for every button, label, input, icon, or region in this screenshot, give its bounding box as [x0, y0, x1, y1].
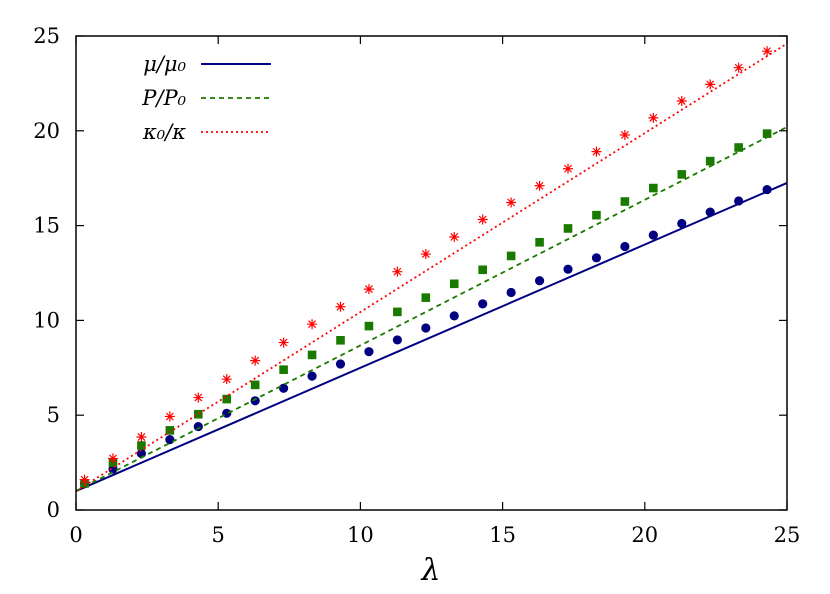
tick-layer: 0 5 10 15 20 25 0 5 10 15 20 25	[33, 24, 800, 547]
data-point	[591, 146, 602, 157]
legend-label: μ/μ₀	[143, 52, 186, 76]
data-point	[677, 218, 687, 229]
data-point	[734, 196, 744, 206]
data-point	[279, 365, 288, 374]
data-point	[250, 396, 260, 406]
y-tick-label: 5	[47, 403, 60, 427]
x-axis-label: λ	[420, 553, 440, 588]
series-line	[75, 182, 788, 492]
data-point	[733, 62, 744, 73]
data-point	[762, 129, 772, 138]
legend-label: κ₀/κ	[142, 120, 186, 144]
series-2	[75, 126, 788, 492]
data-point	[592, 210, 601, 220]
data-point	[222, 394, 232, 404]
y-tick-label: 20	[33, 119, 60, 143]
x-tick-label: 25	[774, 523, 801, 547]
x-tick-label: 0	[69, 523, 82, 547]
data-point	[619, 129, 630, 140]
plot-frame	[75, 35, 788, 511]
data-point	[221, 374, 232, 385]
data-point	[705, 207, 715, 217]
data-point	[506, 287, 516, 298]
data-point	[193, 392, 204, 403]
data-point	[534, 180, 545, 191]
data-point	[137, 441, 146, 450]
data-point	[449, 279, 459, 289]
data-point	[705, 79, 716, 90]
data-point	[478, 265, 487, 275]
data-point	[649, 183, 658, 193]
data-point	[705, 156, 715, 166]
data-point	[648, 230, 658, 240]
data-point	[307, 319, 318, 330]
data-point	[136, 432, 147, 443]
data-point	[336, 336, 345, 345]
data-point	[364, 321, 374, 331]
data-point	[278, 337, 289, 348]
legend: μ/μ₀ P/P₀ κ₀/κ	[141, 52, 271, 144]
data-point	[449, 311, 459, 321]
data-point	[478, 299, 488, 309]
data-point	[676, 96, 687, 107]
data-point	[477, 214, 488, 225]
data-point	[449, 231, 460, 242]
data-point	[250, 380, 260, 390]
y-tick-label: 25	[33, 24, 60, 48]
data-point	[421, 323, 431, 333]
data-point	[165, 435, 175, 445]
data-point	[335, 301, 346, 312]
data-point	[563, 163, 574, 174]
series-3	[75, 42, 788, 492]
data-point	[307, 350, 317, 360]
data-point	[364, 347, 374, 357]
data-point	[193, 421, 203, 432]
data-point	[506, 197, 517, 208]
data-point	[762, 46, 773, 57]
data-point	[734, 143, 743, 152]
data-point	[307, 371, 317, 381]
data-point	[363, 284, 374, 295]
x-tick-label: 15	[489, 523, 516, 547]
data-point	[620, 197, 630, 206]
data-point	[563, 264, 573, 274]
data-point	[79, 474, 90, 485]
data-point	[563, 224, 573, 233]
data-point	[591, 253, 602, 263]
y-tick-label: 15	[33, 214, 60, 238]
data-point	[392, 266, 403, 277]
data-point	[279, 383, 289, 393]
data-point	[506, 251, 516, 261]
data-point	[677, 170, 687, 179]
y-tick-label: 10	[33, 308, 60, 332]
data-point	[392, 335, 402, 345]
data-point	[107, 453, 118, 464]
data-point	[762, 184, 772, 195]
data-point	[620, 241, 630, 252]
data-point	[193, 409, 203, 419]
data-point	[393, 307, 402, 317]
x-tick-label: 20	[631, 523, 658, 547]
legend-label: P/P₀	[141, 86, 186, 110]
data-point	[250, 355, 261, 366]
series-layer	[75, 42, 788, 492]
x-tick-label: 5	[212, 523, 225, 547]
data-point	[535, 237, 544, 247]
series-line	[75, 126, 788, 492]
data-point	[648, 112, 659, 123]
data-point	[421, 293, 431, 302]
data-point	[420, 249, 431, 260]
data-point	[165, 426, 175, 435]
data-point	[534, 276, 545, 286]
y-tick-label: 0	[47, 498, 60, 522]
series-1	[75, 182, 788, 492]
data-point	[164, 411, 175, 422]
series-line	[75, 42, 788, 492]
x-tick-label: 10	[347, 523, 374, 547]
data-point	[335, 359, 346, 369]
